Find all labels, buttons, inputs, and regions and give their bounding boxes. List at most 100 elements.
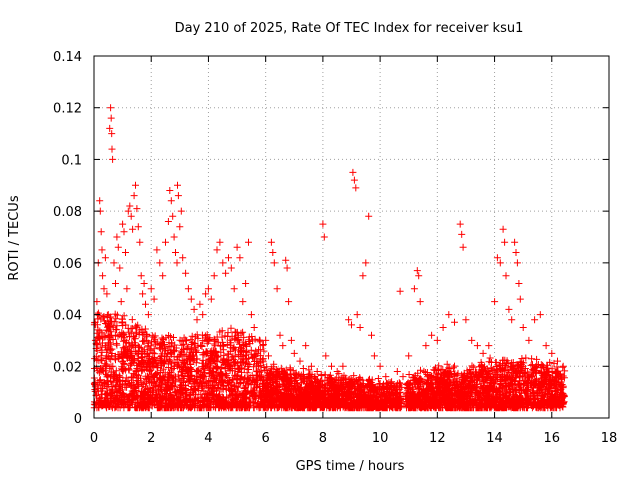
- data-point: [370, 352, 378, 360]
- data-point: [117, 298, 125, 306]
- data-point: [458, 230, 466, 238]
- data-point: [413, 267, 421, 275]
- data-point: [359, 272, 367, 280]
- data-point: [108, 145, 116, 153]
- data-point: [513, 259, 521, 267]
- y-tick-label: 0.04: [53, 309, 82, 324]
- data-point: [196, 300, 204, 308]
- data-point: [142, 300, 149, 308]
- data-point: [456, 220, 464, 228]
- data-point: [100, 285, 108, 293]
- data-point: [172, 249, 179, 256]
- x-tick-label: 8: [319, 431, 327, 446]
- data-point: [187, 295, 195, 303]
- data-point: [259, 342, 267, 350]
- data-point: [382, 373, 390, 381]
- data-point: [499, 225, 507, 233]
- data-point: [93, 298, 101, 306]
- data-point: [348, 321, 355, 329]
- y-tick-label: 0.14: [53, 50, 82, 65]
- data-point: [328, 362, 335, 370]
- data-point: [193, 316, 201, 324]
- data-point: [133, 205, 141, 213]
- data-points: [90, 104, 569, 412]
- data-point: [496, 259, 504, 267]
- data-point: [253, 349, 261, 357]
- data-point: [247, 311, 255, 319]
- data-point: [99, 272, 107, 280]
- data-point: [559, 362, 567, 370]
- data-point: [107, 114, 115, 122]
- data-point: [356, 324, 364, 331]
- data-point: [322, 352, 330, 360]
- data-point: [140, 280, 148, 287]
- data-point: [269, 249, 277, 256]
- data-point: [136, 238, 144, 246]
- y-tick-label: 0.12: [53, 102, 82, 117]
- data-point: [222, 269, 230, 277]
- data-point: [153, 246, 161, 254]
- data-point: [132, 181, 139, 189]
- data-point: [313, 368, 321, 375]
- data-point: [109, 155, 117, 163]
- data-point: [262, 336, 270, 344]
- data-point: [114, 243, 122, 251]
- data-point: [182, 269, 190, 277]
- y-tick-label: 0.02: [53, 360, 82, 375]
- data-point: [150, 295, 158, 303]
- data-point: [134, 223, 142, 231]
- data-point: [554, 357, 561, 365]
- data-point: [270, 259, 278, 267]
- data-point: [110, 259, 118, 267]
- y-tick-label: 0.08: [53, 205, 82, 220]
- data-point: [273, 285, 281, 293]
- data-point: [451, 318, 458, 326]
- data-point: [139, 290, 147, 298]
- data-point: [113, 233, 121, 241]
- data-point: [144, 311, 152, 319]
- data-point: [219, 259, 227, 267]
- data-point: [462, 316, 470, 324]
- data-point: [531, 316, 539, 324]
- data-point: [174, 181, 181, 189]
- data-point: [393, 368, 401, 375]
- x-tick-label: 6: [262, 431, 270, 446]
- data-point: [333, 368, 341, 375]
- data-point: [129, 225, 137, 233]
- data-point: [416, 298, 424, 306]
- data-point: [493, 254, 501, 262]
- data-point: [207, 295, 215, 303]
- data-point: [190, 305, 198, 313]
- dense-point-cloud: [90, 309, 569, 412]
- data-point: [350, 176, 358, 184]
- y-tick-label: 0: [74, 412, 82, 427]
- data-point: [199, 311, 207, 319]
- data-point: [548, 349, 556, 357]
- data-point: [169, 212, 177, 220]
- data-point: [459, 243, 467, 251]
- y-axis-label: ROTI / TECUs: [7, 195, 22, 280]
- x-axis-label: GPS time / hours: [296, 459, 405, 474]
- data-point: [302, 342, 310, 350]
- data-point: [339, 362, 347, 370]
- x-tick-label: 16: [544, 431, 561, 446]
- data-point: [177, 207, 185, 215]
- data-point: [515, 280, 523, 287]
- data-point: [349, 168, 357, 176]
- data-point: [213, 246, 221, 254]
- data-point: [98, 246, 106, 254]
- data-point: [388, 378, 396, 386]
- data-point: [162, 238, 169, 246]
- x-tick-label: 10: [372, 431, 389, 446]
- data-point: [352, 184, 360, 192]
- data-point: [147, 285, 155, 293]
- data-point: [174, 192, 182, 200]
- x-tick-label: 14: [486, 431, 503, 446]
- data-point: [267, 238, 275, 246]
- data-point: [119, 220, 127, 228]
- data-point: [120, 228, 128, 236]
- data-point: [170, 233, 178, 241]
- data-point: [345, 316, 353, 324]
- data-point: [433, 336, 441, 344]
- data-point: [410, 285, 418, 293]
